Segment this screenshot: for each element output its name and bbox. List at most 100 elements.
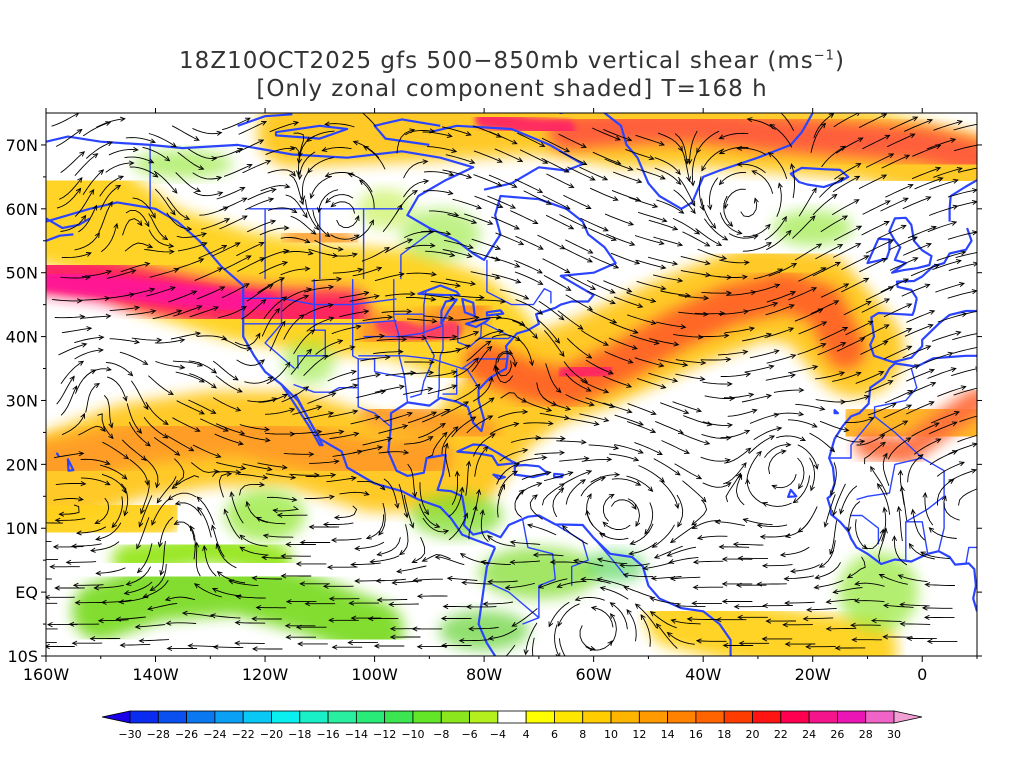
streamline — [121, 483, 129, 516]
streamline-arrow — [609, 403, 616, 409]
streamline-arrow — [568, 183, 575, 188]
streamline-arrow — [558, 487, 565, 494]
streamline — [832, 483, 846, 516]
streamline-arrow — [651, 542, 658, 548]
colorbar-label: 22 — [774, 728, 788, 741]
streamline-arrow — [336, 276, 343, 282]
streamline-arrow — [164, 156, 171, 162]
colorbar-arrow-low — [101, 710, 131, 724]
streamline-arrow — [85, 252, 92, 257]
streamline-arrow — [924, 283, 931, 289]
streamline — [66, 561, 97, 563]
streamline-arrow — [668, 559, 675, 565]
coastline — [948, 178, 977, 222]
lon-label: 20W — [795, 665, 831, 684]
streamline-arrow — [265, 159, 272, 165]
streamline-arrow — [134, 624, 141, 630]
streamline-arrow — [736, 472, 742, 479]
streamline — [474, 195, 503, 208]
streamline — [81, 270, 112, 278]
streamline-arrow — [465, 604, 472, 610]
streamline-arrow — [316, 429, 323, 435]
streamline — [883, 345, 912, 360]
streamline-arrow — [285, 361, 291, 368]
streamline — [125, 209, 150, 227]
streamline — [647, 256, 678, 265]
streamline-arrow — [156, 497, 162, 504]
streamline — [879, 574, 908, 585]
streamline-arrow — [369, 558, 376, 565]
streamline — [726, 291, 756, 296]
streamline-arrow — [107, 141, 114, 147]
streamline — [103, 395, 113, 428]
streamline-arrow — [258, 139, 265, 145]
streamline-arrow — [285, 634, 292, 640]
streamline-arrow — [98, 169, 105, 175]
streamline — [952, 346, 977, 354]
streamline-arrow — [442, 603, 449, 610]
streamline-arrow — [853, 199, 860, 205]
streamline — [283, 251, 313, 255]
streamline-arrow — [958, 461, 965, 467]
streamline — [441, 126, 471, 136]
streamline — [54, 452, 84, 459]
streamline — [545, 363, 562, 393]
streamline-arrow — [678, 208, 685, 214]
streamline — [442, 169, 472, 179]
streamline-arrow — [666, 551, 673, 557]
colorbar-box — [837, 710, 867, 724]
streamline-arrow — [429, 359, 435, 365]
streamline — [126, 403, 142, 434]
streamline-arrow — [722, 235, 729, 241]
streamline — [290, 215, 316, 235]
streamline — [928, 421, 957, 435]
streamline-arrow — [609, 288, 616, 294]
colorbar-label: 28 — [859, 728, 873, 741]
streamline — [674, 463, 702, 480]
streamline-arrow — [585, 386, 592, 392]
streamline-arrow — [587, 248, 594, 254]
streamline-arrow — [628, 550, 635, 556]
streamline-arrow — [855, 371, 862, 377]
streamline-arrow — [923, 614, 930, 621]
streamline-arrow — [861, 544, 868, 550]
plot-frame — [45, 112, 978, 657]
streamline — [405, 244, 435, 250]
streamline — [537, 234, 565, 250]
streamline — [608, 337, 638, 350]
streamline-arrow — [887, 286, 894, 292]
streamline-arrow — [78, 360, 85, 366]
country-border — [873, 368, 918, 417]
streamline-arrow — [471, 219, 478, 224]
streamline — [810, 123, 826, 153]
streamline-arrow — [195, 331, 202, 337]
streamline — [145, 401, 169, 425]
streamline — [557, 310, 584, 330]
streamline-arrow — [690, 208, 696, 215]
streamline-arrow — [674, 470, 681, 476]
streamline — [420, 230, 451, 235]
streamline-arrow — [75, 187, 82, 194]
streamline — [106, 376, 127, 401]
streamline-arrow — [690, 180, 696, 187]
streamline — [693, 560, 724, 563]
streamline — [448, 513, 468, 541]
streamline — [636, 168, 666, 180]
streamline-arrow — [95, 570, 102, 576]
streamline-arrow — [859, 439, 866, 445]
streamline-arrow — [797, 527, 804, 533]
streamline-arrow — [92, 153, 99, 159]
streamline-arrow — [612, 196, 619, 201]
streamline — [327, 253, 358, 257]
streamline-arrow — [330, 202, 337, 208]
streamline-arrow — [148, 158, 155, 164]
streamline-arrow — [410, 370, 417, 376]
streamline — [359, 179, 375, 209]
streamline-arrow — [261, 554, 268, 561]
streamline — [55, 129, 83, 147]
streamline — [403, 160, 428, 179]
streamline-arrow — [403, 449, 410, 455]
colorbar-box — [865, 710, 895, 724]
streamline — [216, 187, 245, 200]
streamline — [350, 416, 380, 425]
